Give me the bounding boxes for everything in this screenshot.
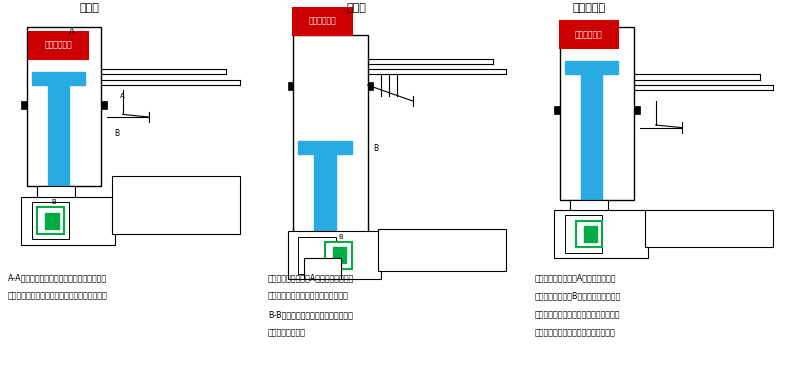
Text: B: B xyxy=(338,234,343,240)
Text: トンを押し上げる。送りピストンは後ろ: トンを押し上げる。送りピストンは後ろ xyxy=(534,310,620,319)
Bar xyxy=(38,186,74,207)
Bar xyxy=(559,21,618,48)
Bar xyxy=(559,27,634,200)
Bar xyxy=(30,32,88,59)
Bar xyxy=(22,101,26,109)
Bar xyxy=(570,200,608,221)
Bar xyxy=(102,101,106,109)
Text: 待機中: 待機中 xyxy=(80,3,100,13)
Bar xyxy=(325,242,352,269)
Bar xyxy=(32,72,86,85)
Text: A-A間は細いパイプでつながっているため、: A-A間は細いパイプでつながっているため、 xyxy=(8,274,107,283)
Bar xyxy=(298,141,352,154)
Text: リターン時: リターン時 xyxy=(573,3,606,13)
Bar xyxy=(293,8,352,35)
Text: のバネで戻るため、それで釘を送る。: のバネで戻るため、それで釘を送る。 xyxy=(534,328,615,337)
Bar xyxy=(554,210,648,258)
Bar xyxy=(288,231,381,279)
Bar xyxy=(32,202,70,239)
Bar xyxy=(298,237,336,274)
Text: ヘッドバルブが上がり釘を発射する。: ヘッドバルブが上がり釘を発射する。 xyxy=(268,292,349,301)
Bar xyxy=(22,197,114,245)
Bar xyxy=(288,82,293,90)
Text: B: B xyxy=(114,128,120,138)
Bar xyxy=(634,106,640,114)
Text: トリガが戻ると再びAにエアが入り、: トリガが戻ると再びAにエアが入り、 xyxy=(534,274,616,283)
Text: ヘッドバルブ: ヘッドバルブ xyxy=(45,41,73,50)
Bar xyxy=(333,247,346,263)
Bar xyxy=(378,229,506,271)
Bar xyxy=(583,226,597,242)
Text: ヘッドバルブ: ヘッドバルブ xyxy=(575,30,602,39)
Text: B-B間が繋がっているため送りピスト: B-B間が繋がっているため送りピスト xyxy=(268,310,353,319)
Bar xyxy=(314,154,336,253)
Bar xyxy=(554,106,559,114)
Text: B: B xyxy=(51,199,56,205)
Bar xyxy=(112,176,240,234)
Bar xyxy=(565,215,602,253)
Text: A: A xyxy=(120,93,125,99)
Text: B: B xyxy=(373,144,378,154)
Text: ンがバックする。: ンがバックする。 xyxy=(268,328,306,337)
Bar xyxy=(48,85,70,186)
Bar xyxy=(38,207,64,234)
Text: 発射時: 発射時 xyxy=(346,3,366,13)
Bar xyxy=(645,210,774,247)
Bar xyxy=(304,258,341,279)
Text: ヘッドバルブがメインピストンの蓋をしている: ヘッドバルブがメインピストンの蓋をしている xyxy=(8,292,108,301)
Bar xyxy=(26,27,102,186)
Text: トリガが引かれるとAのエアが遮断され: トリガが引かれるとAのエアが遮断され xyxy=(268,274,354,283)
Bar xyxy=(581,74,602,200)
Text: ヘッドバルブ: ヘッドバルブ xyxy=(309,17,336,26)
Text: A: A xyxy=(69,27,75,36)
Bar xyxy=(293,35,368,253)
Bar xyxy=(565,61,618,74)
Bar xyxy=(46,213,58,229)
Bar xyxy=(575,221,602,247)
Bar xyxy=(368,82,373,90)
Text: 打ち込みを中止。Bのエアがメインピス: 打ち込みを中止。Bのエアがメインピス xyxy=(534,292,621,301)
